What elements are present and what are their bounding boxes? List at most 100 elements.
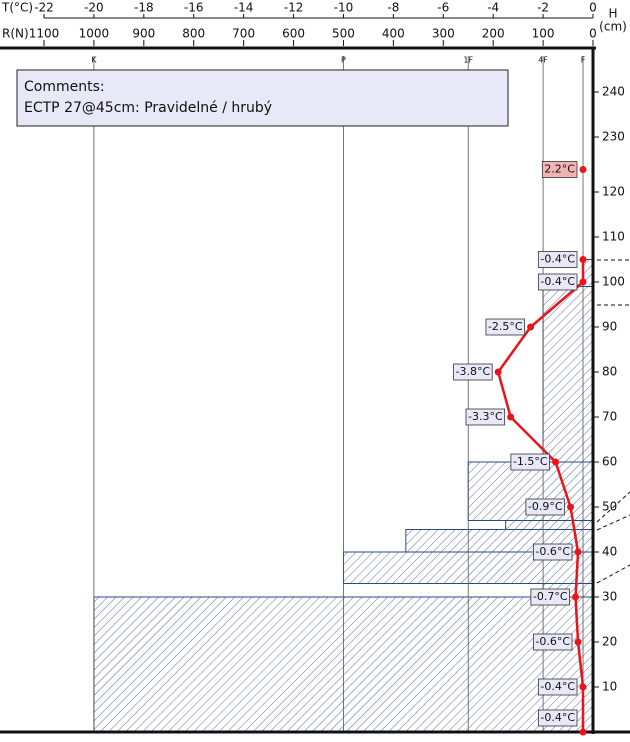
temperature-point — [579, 728, 587, 736]
layer-boundaries — [596, 259, 630, 584]
comments-box — [16, 69, 509, 127]
label-text: -3.3°C — [468, 410, 503, 423]
temperature-label: 2.2°C — [541, 161, 578, 178]
r-tick-label: 300 — [432, 27, 455, 41]
x-tick-label: -12 — [284, 1, 304, 15]
r-axis-label: R(N) — [2, 27, 29, 41]
label-text: -0.6°C — [535, 545, 570, 558]
temperature-label: -0.4°C — [537, 251, 578, 268]
temperature-point — [574, 638, 582, 646]
label-box — [537, 251, 578, 268]
temperature-label: -0.6°C — [532, 633, 573, 651]
y-tick-label: 40 — [602, 545, 617, 559]
t-axis-label: T(°C) — [1, 1, 33, 15]
x-tick-label: -18 — [134, 1, 154, 15]
y-tick-label: 230 — [602, 130, 625, 144]
x-tick-label: -20 — [84, 1, 104, 15]
x-tick-label: -22 — [34, 1, 54, 15]
hardness-tick-label: K — [91, 56, 97, 65]
temperature-label: -0.4°C — [537, 678, 578, 696]
temperature-label: -0.9°C — [525, 498, 565, 516]
temperature-profile: -0.4°C -0.4°C -0.6°C -0.7°C -0.6°C -0.9°C -1.5… — [453, 161, 587, 736]
label-text: -0.4°C — [540, 253, 575, 266]
y-tick-label: 20 — [602, 635, 617, 649]
boundary — [596, 491, 630, 523]
boundary — [596, 564, 630, 584]
label-box — [541, 161, 578, 178]
label-box — [530, 588, 570, 606]
x-tick-label: -14 — [234, 1, 254, 15]
label-text: -3.8°C — [456, 365, 491, 378]
temperature-label: -1.5°C — [510, 453, 550, 471]
temperature-point — [527, 323, 535, 331]
y-tick-label: 90 — [602, 320, 617, 334]
r-tick-label: 1000 — [79, 27, 110, 41]
temperature-point — [552, 458, 560, 466]
label-text: -0.4°C — [540, 680, 575, 693]
temperature-point — [494, 368, 502, 376]
label-text: -0.6°C — [535, 635, 570, 648]
temperature-line — [496, 259, 585, 732]
y-tick-label: 80 — [602, 365, 617, 379]
comments-text: ECTP 27@45cm: Pravidelné / hrubý — [24, 100, 272, 116]
h-axis-unit: (cm) — [599, 20, 627, 34]
y-tick-label: 120 — [602, 185, 625, 199]
label-box — [453, 363, 493, 381]
label-box — [510, 453, 550, 471]
x-tick-label: -2 — [537, 1, 549, 15]
y-tick-label: 60 — [602, 455, 617, 469]
label-text: -0.7°C — [533, 590, 568, 603]
r-tick-label: 100 — [532, 27, 555, 41]
x-tick-label: -6 — [437, 1, 449, 15]
h-axis-label: H — [608, 7, 617, 21]
label-box — [485, 318, 526, 336]
air-temperature-point — [579, 166, 587, 173]
label-text: -0.4°C — [540, 711, 575, 724]
label-box — [532, 543, 573, 561]
layer — [505, 520, 594, 530]
label-text: -2.5°C — [488, 320, 523, 333]
x-tick-label: -4 — [487, 1, 499, 15]
r-tick-label: 0 — [589, 27, 597, 41]
temperature-label: -0.7°C — [530, 588, 570, 606]
y-tick-label: 110 — [602, 230, 625, 244]
temperature-label: -0.4°C — [537, 709, 578, 727]
x-tick-label: 0 — [589, 1, 597, 15]
r-tick-label: 900 — [132, 27, 155, 41]
label-box — [537, 678, 578, 696]
r-tick-label: 400 — [382, 27, 405, 41]
y-tick-label: 240 — [602, 85, 625, 99]
hardness-tick-label: 4F — [538, 56, 548, 65]
temperature-point — [507, 413, 515, 421]
label-text: -0.4°C — [540, 275, 575, 288]
temperature-label: -3.3°C — [465, 408, 506, 426]
temperature-label: -2.5°C — [485, 318, 526, 336]
y-tick-label: 70 — [602, 410, 617, 424]
x-tick-label: -16 — [184, 1, 204, 15]
x-tick-label: -8 — [387, 1, 399, 15]
label-text: -0.9°C — [528, 500, 563, 513]
label-box — [525, 498, 565, 516]
temperature-point — [579, 278, 587, 286]
temperature-point — [567, 503, 575, 511]
layer — [542, 286, 594, 463]
x-tick-label: -10 — [334, 1, 354, 15]
temperature-point — [572, 593, 580, 601]
label-text: -1.5°C — [513, 455, 548, 468]
boundary — [596, 514, 630, 531]
hardness-tick-label: 1F — [463, 56, 473, 65]
r-tick-label: 200 — [482, 27, 505, 41]
r-tick-label: 1100 — [29, 27, 60, 41]
temperature-point — [579, 256, 587, 263]
label-text: 2.2°C — [544, 163, 575, 176]
r-tick-label: 800 — [182, 27, 205, 41]
temperature-label: -0.4°C — [537, 273, 578, 291]
r-tick-label: 600 — [282, 27, 305, 41]
temperature-point — [574, 548, 582, 556]
r-tick-label: 500 — [332, 27, 355, 41]
r-tick-label: 700 — [232, 27, 255, 41]
temperature-point — [579, 683, 587, 691]
comments-title: Comments: — [24, 79, 105, 95]
